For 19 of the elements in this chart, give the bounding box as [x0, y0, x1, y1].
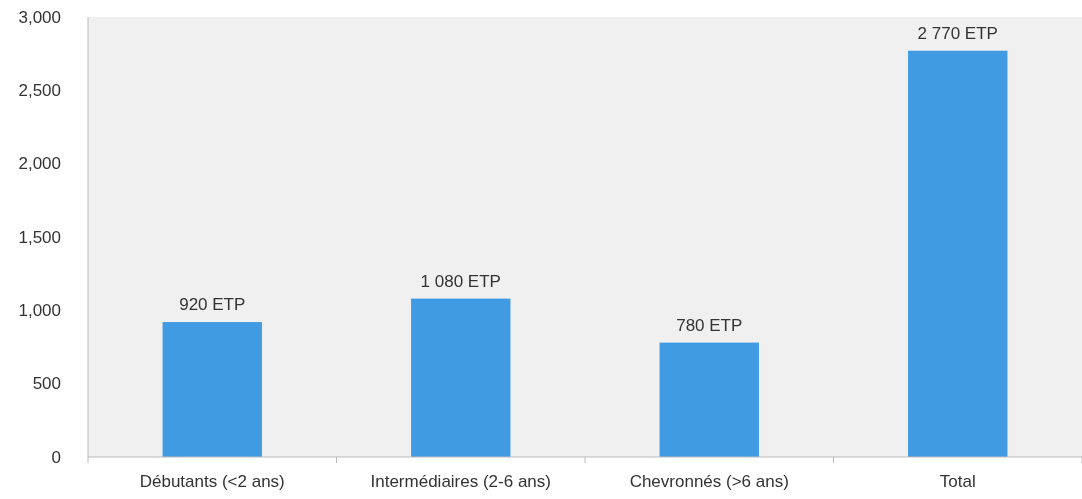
- x-tick-label: Chevronnés (>6 ans): [629, 472, 789, 491]
- data-label: 780 ETP: [676, 315, 743, 335]
- bar: [659, 342, 759, 457]
- x-tick-label: Total: [939, 472, 976, 491]
- y-tick-label: 1,500: [18, 227, 61, 247]
- y-tick-label: 0: [51, 447, 61, 467]
- y-tick-label: 3,000: [18, 7, 61, 27]
- data-label: 920 ETP: [179, 295, 246, 315]
- bar: [162, 322, 262, 457]
- y-tick-label: 2,000: [18, 154, 61, 174]
- x-tick-label: Débutants (<2 ans): [139, 472, 285, 491]
- x-tick-label: Intermédiaires (2-6 ans): [370, 472, 551, 491]
- y-tick-label: 2,500: [18, 80, 61, 100]
- bar: [908, 50, 1008, 457]
- data-label: 2 770 ETP: [917, 23, 998, 43]
- y-tick-label: 1,000: [18, 300, 61, 320]
- data-label: 1 080 ETP: [420, 271, 501, 291]
- y-tick-label: 500: [32, 374, 61, 394]
- bar: [411, 298, 511, 457]
